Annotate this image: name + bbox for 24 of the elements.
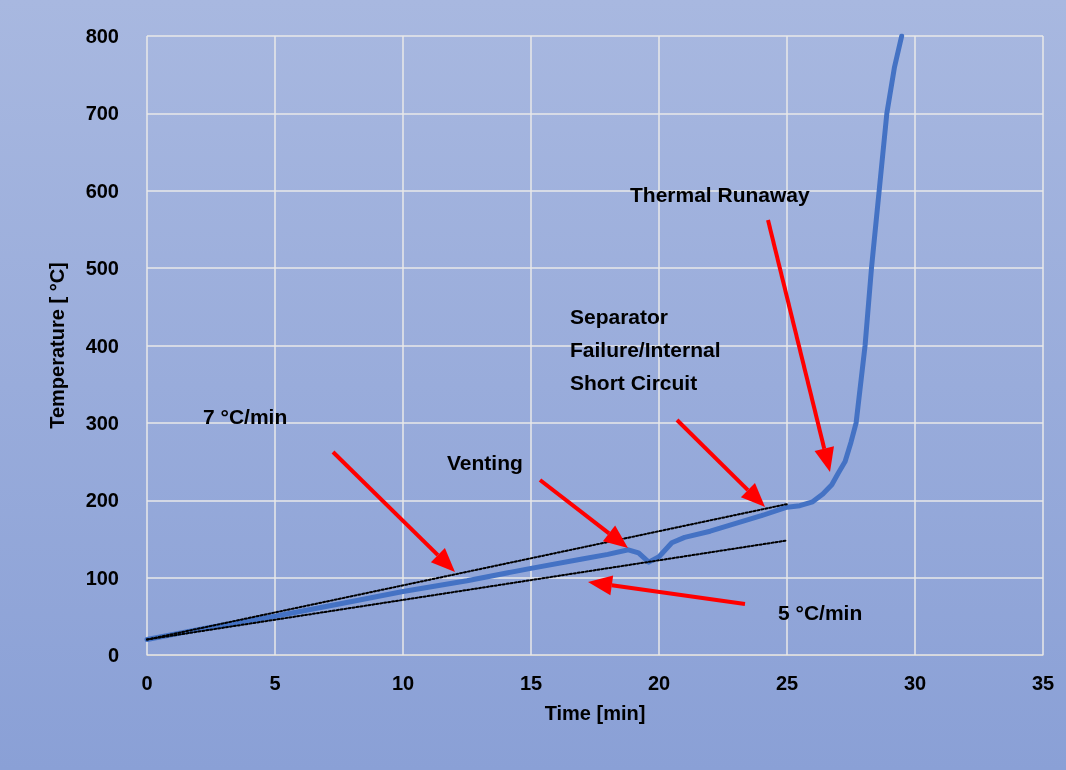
- x-tick-label: 30: [903, 672, 927, 694]
- x-tick-label: 10: [391, 672, 415, 694]
- annotation: Separator Failure/Internal Short Circuit: [570, 304, 721, 396]
- annotation: 5 °C/min: [778, 600, 863, 626]
- y-tick-label: 200: [85, 489, 119, 512]
- y-axis-title: Temperature [ °C]: [46, 262, 68, 429]
- x-tick-label: 35: [1031, 672, 1055, 694]
- y-tick-label: 0: [107, 644, 119, 666]
- annotation: Venting: [447, 450, 523, 476]
- y-tick-label: 300: [85, 411, 119, 434]
- x-tick-label: 0: [141, 672, 153, 694]
- x-tick-label: 20: [647, 672, 671, 694]
- annotation: 7 °C/min: [203, 404, 288, 430]
- x-tick-label: 15: [519, 672, 543, 694]
- x-tick-label: 25: [775, 672, 799, 694]
- y-tick-label: 700: [85, 102, 119, 125]
- y-tick-label: 100: [85, 566, 119, 589]
- y-tick-label: 600: [85, 179, 119, 202]
- y-tick-label: 400: [85, 334, 119, 357]
- x-axis-title: Time [min]: [544, 702, 646, 724]
- y-tick-label: 500: [85, 257, 119, 280]
- x-tick-label: 5: [269, 672, 281, 694]
- annotation: Thermal Runaway: [630, 182, 810, 208]
- y-tick-label: 800: [85, 25, 119, 47]
